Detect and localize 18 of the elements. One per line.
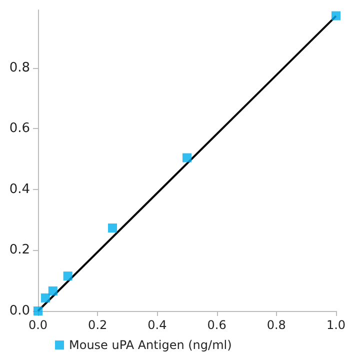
point [108,223,117,232]
x-tick-label: 0.4 [148,318,167,332]
point [40,293,50,302]
legend-label: Mouse uPA Antigen (ng/ml) [69,338,232,352]
point [48,286,58,296]
y-tick-label: 0.0 [9,304,30,318]
x-tick-label: 0.8 [266,318,286,332]
y-tick-label: 0.8 [9,60,30,76]
x-tick-label: 0.6 [207,318,226,332]
y-tick-label: 0.6 [9,121,30,136]
y-tick-label: 0.4 [9,182,30,197]
x-tick-label: 0.2 [88,318,108,332]
point [63,272,72,281]
x-tick-label: 0.0 [28,318,48,332]
x-tick-label: 1.0 [326,318,346,332]
point [182,153,192,162]
y-tick-label: 0.2 [9,242,30,258]
point [332,11,340,20]
